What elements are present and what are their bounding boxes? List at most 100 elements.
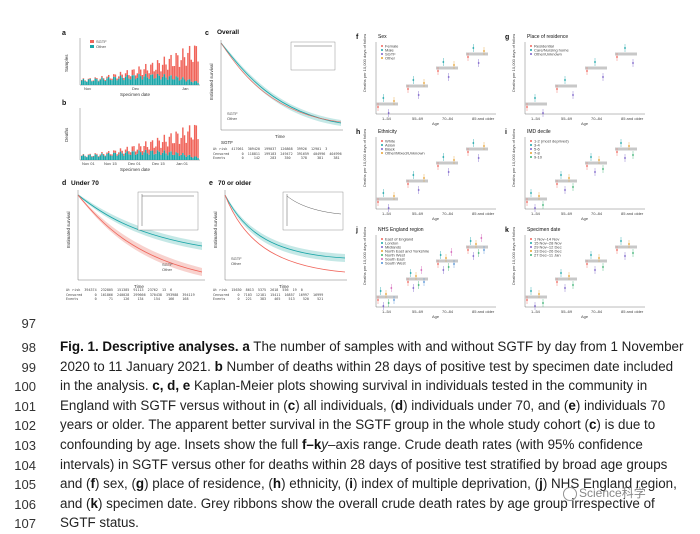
bar-other: [132, 75, 133, 85]
ribbon: [376, 198, 398, 201]
tick-nov15: Nov 15: [104, 161, 117, 166]
bar-sgtf: [118, 152, 119, 154]
caption-segment: The number of samples with and without S…: [250, 339, 684, 354]
bar-other: [101, 78, 102, 85]
tick-nov: Nov: [84, 86, 91, 91]
ribbon: [555, 85, 577, 88]
bar-other: [111, 156, 112, 160]
bar-other: [165, 153, 166, 160]
bar-other: [148, 155, 149, 160]
bar-sgtf: [153, 148, 154, 154]
point: [594, 171, 596, 173]
bar-sgtf: [150, 142, 151, 151]
legend-other-swatch: [90, 45, 94, 48]
bar-sgtf: [187, 132, 188, 156]
bar-sgtf: [165, 142, 166, 154]
bar-sgtf: [110, 79, 111, 80]
bar-sgtf: [155, 70, 156, 78]
point: [556, 281, 558, 283]
bar-sgtf: [148, 73, 149, 79]
bar-other: [184, 155, 185, 160]
panel-h-title: Ethnicity: [378, 129, 397, 135]
bar-other: [162, 153, 163, 160]
panel-d-chart: Estimated survival SGTF Other Time: [62, 180, 207, 290]
ribbon: [466, 148, 488, 151]
ribbon: [585, 260, 607, 263]
ribbon: [525, 103, 547, 106]
point: [448, 76, 450, 78]
panel-g-title: Place of residence: [527, 34, 568, 40]
line-number: 100: [0, 379, 36, 394]
caption-segment: confounding by age. Insets show the full: [60, 437, 302, 452]
bar-other: [100, 80, 101, 85]
point: [418, 284, 420, 286]
ribbon: [585, 67, 607, 70]
legend-swatch: [530, 49, 532, 51]
point: [390, 287, 392, 289]
bar-sgtf: [115, 151, 116, 153]
bar-sgtf: [100, 79, 101, 80]
bar-sgtf: [123, 78, 124, 80]
point: [448, 266, 450, 268]
panel-d-ylabel: Estimated survival: [66, 211, 71, 248]
bar-other: [143, 76, 144, 85]
panel-j-ylabel: Deaths per 10,000 days of followup: [362, 227, 367, 285]
bar-other: [86, 157, 87, 160]
panel-f-title: Sex: [378, 34, 387, 40]
bar-other: [132, 151, 133, 160]
bar-sgtf: [159, 63, 160, 76]
point: [453, 263, 455, 265]
bar-sgtf: [127, 147, 128, 151]
bar-other: [91, 81, 92, 85]
point: [602, 168, 604, 170]
point: [423, 82, 425, 84]
ribbon: [525, 296, 547, 299]
point: [542, 204, 544, 206]
legend-entry: Other/Mixed/Unknown: [385, 150, 425, 155]
bar-other: [172, 155, 173, 160]
bar-sgtf: [184, 135, 185, 155]
bar-sgtf: [101, 76, 102, 78]
bar-other: [175, 152, 176, 160]
bar-other: [145, 150, 146, 160]
ribbon: [615, 246, 637, 249]
point: [598, 159, 600, 161]
bar-other: [159, 152, 160, 160]
bar-other: [170, 151, 171, 160]
watermark-text: Science科学: [579, 486, 646, 500]
bar-sgtf: [186, 66, 187, 82]
bar-other: [189, 79, 190, 85]
point: [418, 94, 420, 96]
panel-a-ylabel: Samples: [64, 54, 69, 72]
bar-sgtf: [115, 74, 116, 77]
caption-bold: c, d, e: [152, 378, 190, 393]
ribbon: [406, 278, 428, 281]
tick-dec: Dec: [132, 86, 139, 91]
legend-swatch: [530, 140, 532, 142]
point: [632, 62, 634, 64]
bar-sgtf: [145, 141, 146, 150]
bar-other: [115, 153, 116, 160]
line-number: 101: [0, 399, 36, 414]
caption-bold: Fig. 1. Descriptive analyses. a: [60, 339, 250, 354]
bar-sgtf: [88, 154, 89, 155]
panel-k-title: Specimen date: [527, 227, 560, 233]
bar-sgtf: [89, 154, 90, 155]
point: [564, 79, 566, 81]
bar-sgtf: [121, 75, 122, 78]
point: [632, 252, 634, 254]
bar-sgtf: [100, 154, 101, 155]
caption-segment: ) place of residence, (: [144, 476, 273, 491]
xtick: 1–54: [531, 116, 541, 121]
legend-swatch: [530, 152, 532, 154]
bar-other: [81, 80, 82, 85]
bar-sgtf: [170, 133, 171, 151]
point: [480, 237, 482, 239]
point: [632, 154, 634, 156]
bar-other: [135, 79, 136, 85]
bar-sgtf: [138, 144, 139, 151]
legend-swatch: [381, 53, 383, 55]
